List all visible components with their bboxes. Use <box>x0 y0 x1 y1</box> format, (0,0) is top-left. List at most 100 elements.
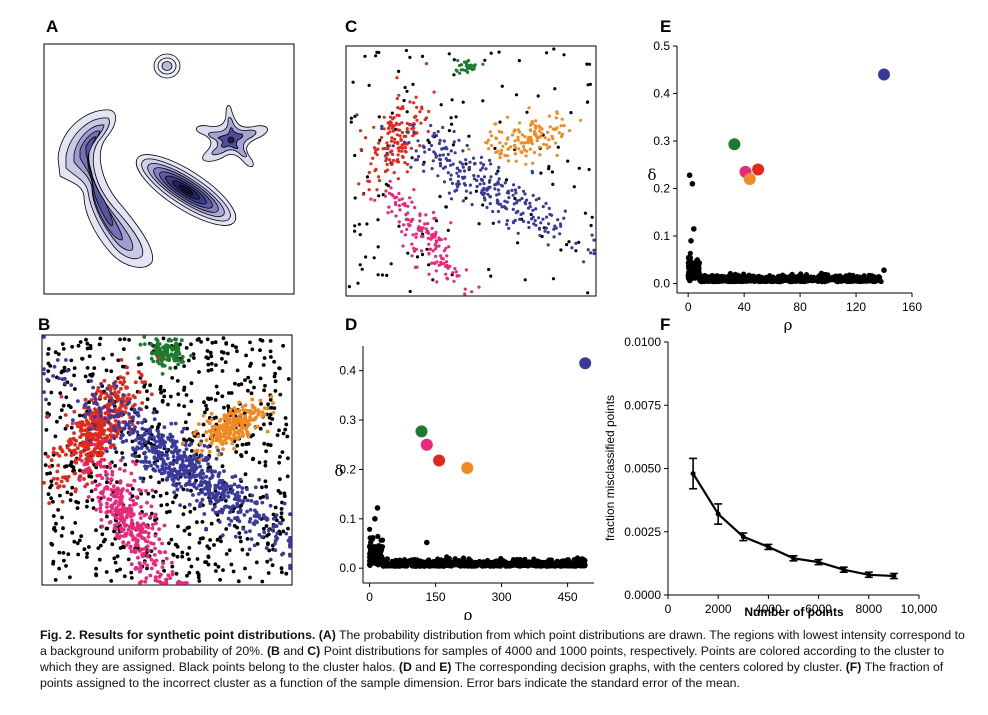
cluster-point-blue <box>187 482 192 487</box>
cluster-point-pink <box>418 219 422 223</box>
panel-a-density-map <box>43 43 295 295</box>
density-point <box>763 275 769 281</box>
halo-point <box>209 521 214 526</box>
halo-point <box>88 343 93 348</box>
cluster-point-pink <box>410 200 414 204</box>
cluster-point-red <box>364 136 368 140</box>
cluster-point-blue <box>511 183 516 187</box>
cluster-point-blue <box>175 487 180 492</box>
cluster-point-blue <box>455 166 459 170</box>
cluster-point-pink <box>148 514 153 519</box>
cluster-point-red <box>393 140 397 144</box>
cluster-point-orange <box>200 449 205 453</box>
halo-point <box>73 521 78 525</box>
cluster-point-blue <box>465 143 469 148</box>
halo-point <box>175 379 180 383</box>
halo-point <box>349 120 353 124</box>
cluster-point-pink <box>105 501 109 506</box>
cluster-point-blue <box>455 182 459 186</box>
halo-point <box>577 240 581 244</box>
cluster-point-orange <box>554 116 559 120</box>
cluster-point-red <box>88 435 93 440</box>
cluster-point-blue <box>147 460 152 465</box>
panelF-xtick-label: 6000 <box>805 602 832 616</box>
cluster-point-red <box>420 107 424 111</box>
cluster-point-blue <box>133 438 138 442</box>
halo-point <box>405 110 409 114</box>
cluster-point-blue <box>562 216 566 220</box>
cluster-point-green <box>180 354 185 359</box>
cluster-point-green <box>174 337 179 342</box>
cluster-point-blue <box>89 379 93 383</box>
halo-point <box>420 54 425 59</box>
halo-point <box>545 51 549 55</box>
cluster-point-orange <box>265 429 270 434</box>
cluster-point-blue <box>214 456 219 461</box>
cluster-point-orange <box>207 421 212 426</box>
cluster-point-blue <box>413 158 418 162</box>
cluster-point-orange <box>487 147 491 151</box>
halo-point <box>126 557 131 562</box>
halo-point <box>156 425 160 430</box>
cluster-point-orange <box>520 151 524 155</box>
cluster-point-orange <box>547 114 552 118</box>
halo-point <box>48 471 52 476</box>
cluster-point-blue <box>123 420 127 424</box>
cluster-point-red <box>88 442 92 446</box>
cluster-point-blue <box>523 201 527 205</box>
cluster-point-orange <box>501 144 505 148</box>
cluster-point-blue <box>484 167 488 171</box>
halo-point <box>415 255 420 259</box>
halo-point <box>69 425 74 430</box>
cluster-point-blue <box>147 449 152 453</box>
halo-point <box>224 341 229 346</box>
cluster-point-red <box>85 447 90 452</box>
cluster-point-blue <box>237 498 241 502</box>
halo-point <box>112 556 117 561</box>
cluster-point-red <box>405 170 409 174</box>
cluster-point-orange <box>209 411 214 416</box>
cluster-point-blue <box>160 464 165 468</box>
cluster-point-pink <box>420 229 424 233</box>
halo-point <box>358 233 362 237</box>
cluster-point-red <box>66 474 71 479</box>
halo-point <box>245 537 250 541</box>
cluster-point-orange <box>209 417 214 422</box>
cluster-point-red <box>57 484 62 488</box>
halo-point <box>139 491 144 496</box>
halo-point <box>148 475 153 479</box>
cluster-point-orange <box>246 434 251 439</box>
cluster-point-blue <box>412 130 416 134</box>
cluster-point-orange <box>548 125 552 129</box>
cluster-point-orange <box>506 159 511 163</box>
panelF-xtick-label: 2000 <box>705 602 732 616</box>
halo-point <box>205 337 210 342</box>
cluster-point-pink <box>70 421 75 426</box>
halo-point <box>240 547 245 552</box>
cluster-point-green <box>471 64 475 68</box>
cluster-point-red <box>47 501 52 506</box>
panel-f-error-chart: 0 2000 4000 6000 8000 10,0000.00000.00250.005… <box>603 335 938 619</box>
cluster-point-pink <box>412 249 416 253</box>
cluster-point-blue <box>162 425 167 430</box>
cluster-point-blue <box>558 222 563 226</box>
cluster-point-red <box>400 130 404 135</box>
cluster-point-blue <box>470 203 474 207</box>
halo-point <box>215 537 220 542</box>
halo-point <box>70 530 74 535</box>
halo-point <box>110 352 114 357</box>
cluster-point-orange <box>271 410 276 415</box>
density-point <box>495 561 501 567</box>
cluster-point-pink <box>131 512 136 517</box>
cluster-point-pink <box>435 244 439 248</box>
cluster-point-pink <box>130 518 134 523</box>
density-point <box>820 277 827 283</box>
cluster-point-blue <box>434 134 439 138</box>
cluster-point-orange <box>540 127 544 131</box>
halo-point <box>213 398 218 402</box>
cluster-point-pink <box>142 560 147 565</box>
cluster-point-blue <box>174 439 179 444</box>
halo-point <box>79 534 84 538</box>
cluster-point-blue <box>105 386 110 391</box>
cluster-point-pink <box>123 524 128 528</box>
